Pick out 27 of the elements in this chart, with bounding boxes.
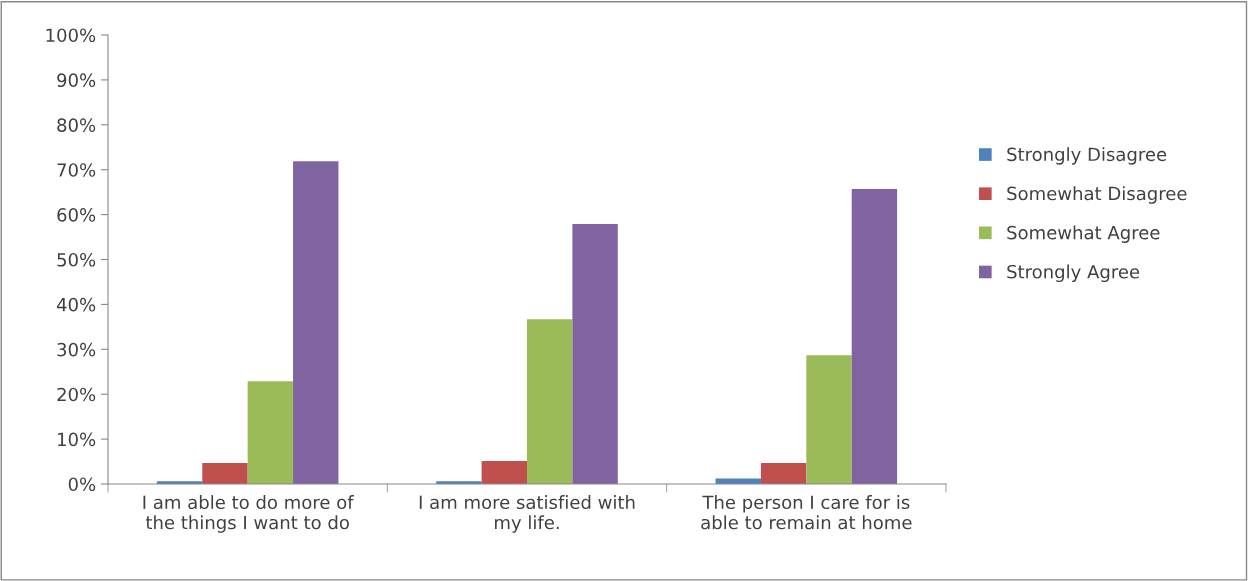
bar <box>202 462 248 484</box>
legend-label: Strongly Disagree <box>1007 147 1167 165</box>
y-tick-label: 10% <box>58 432 96 447</box>
bar <box>293 161 339 484</box>
y-tick-label: 30% <box>57 342 96 357</box>
legend-label: Strongly Agree <box>1007 264 1140 283</box>
y-tick-label: 90% <box>57 73 96 88</box>
bar <box>851 189 898 484</box>
legend-label: Somewhat Disagree <box>1007 186 1187 204</box>
y-tick-label: 70% <box>57 163 96 177</box>
y-tick-label: 80% <box>57 118 96 132</box>
y-tick-label: 100% <box>46 28 96 43</box>
bar <box>806 355 852 484</box>
bar <box>572 224 618 484</box>
bar <box>527 319 573 484</box>
bar <box>247 381 294 484</box>
x-tick-label: The person I care for is able to remain at home <box>701 495 912 530</box>
y-tick-label: 20% <box>57 387 96 402</box>
bar <box>481 461 527 484</box>
legend-label: Somewhat Agree <box>1007 225 1160 243</box>
x-tick-label: I am able to do more of the things I want to do <box>143 495 354 533</box>
y-tick-label: 40% <box>56 297 96 312</box>
y-tick-label: 0% <box>68 477 96 492</box>
x-tick-label: I am more satisfied with my life. <box>419 495 635 533</box>
y-tick-label: 60% <box>57 208 96 222</box>
y-tick-label: 50% <box>57 252 96 267</box>
bar <box>760 462 807 484</box>
